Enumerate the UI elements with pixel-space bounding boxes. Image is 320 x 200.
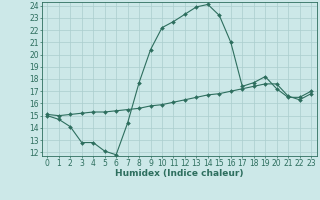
X-axis label: Humidex (Indice chaleur): Humidex (Indice chaleur) xyxy=(115,169,244,178)
